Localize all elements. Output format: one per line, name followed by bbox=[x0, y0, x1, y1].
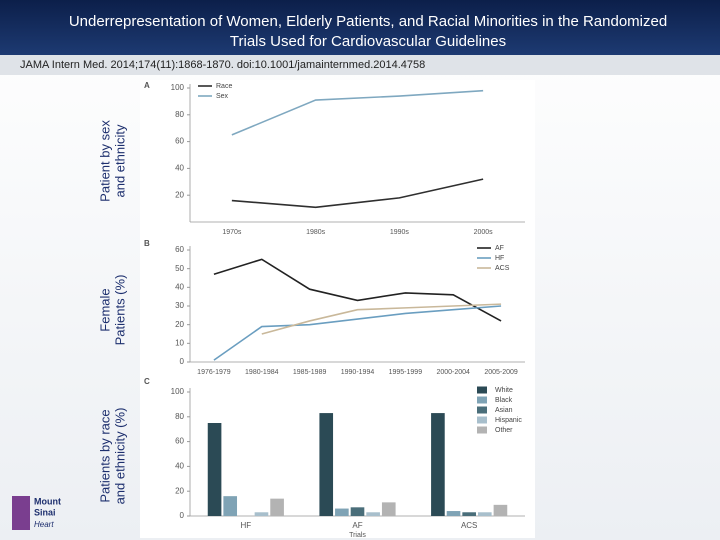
legend-swatch bbox=[477, 386, 487, 394]
line-series bbox=[213, 258, 502, 322]
legend-swatch bbox=[477, 426, 487, 434]
bar bbox=[366, 512, 380, 516]
bar bbox=[446, 511, 461, 516]
legend-label: HF bbox=[495, 255, 504, 262]
x-tick-label: 2000s bbox=[474, 229, 494, 236]
legend-label: White bbox=[495, 387, 513, 394]
y-tick-label: 0 bbox=[180, 357, 185, 366]
y-tick-label: 100 bbox=[171, 387, 185, 396]
x-tick-label: 1990s bbox=[390, 229, 410, 236]
bar bbox=[223, 496, 238, 516]
panel-label: B bbox=[144, 239, 150, 248]
logo-text: Sinai bbox=[34, 507, 56, 517]
legend-label: Asian bbox=[495, 407, 513, 414]
header-band bbox=[0, 0, 720, 55]
bar bbox=[207, 423, 222, 516]
x-tick-label: AF bbox=[352, 521, 362, 530]
legend-label: ACS bbox=[495, 265, 510, 272]
line-series bbox=[213, 305, 502, 361]
line-series bbox=[231, 178, 484, 209]
y-tick-label: 60 bbox=[175, 137, 184, 146]
legend-label: Hispanic bbox=[495, 417, 522, 424]
y-tick-label: 50 bbox=[175, 264, 184, 273]
citation: JAMA Intern Med. 2014;174(11):1868-1870.… bbox=[20, 59, 425, 71]
y-tick-label: 10 bbox=[175, 338, 184, 347]
legend-label: Sex bbox=[216, 93, 229, 100]
bar bbox=[462, 512, 476, 516]
legend-label: Other bbox=[495, 427, 513, 434]
x-tick-label: 1990-1994 bbox=[341, 369, 375, 376]
x-tick-label: ACS bbox=[461, 521, 477, 530]
y-axis-label: Patients by race bbox=[97, 409, 112, 502]
line-series bbox=[231, 89, 484, 136]
x-tick-label: HF bbox=[240, 521, 251, 530]
bar bbox=[319, 413, 334, 516]
y-axis-label: and ethnicity bbox=[112, 124, 127, 197]
x-tick-label: 1970s bbox=[222, 229, 242, 236]
x-tick-label: 1976-1979 bbox=[197, 369, 231, 376]
bar bbox=[350, 507, 365, 516]
legend-label: Race bbox=[216, 83, 232, 90]
logo-text: Mount bbox=[34, 496, 61, 506]
y-tick-label: 30 bbox=[175, 301, 184, 310]
panel-label: C bbox=[144, 377, 150, 386]
y-tick-label: 0 bbox=[180, 511, 185, 520]
y-axis-label: Patient by sex bbox=[97, 120, 112, 202]
y-tick-label: 60 bbox=[175, 245, 184, 254]
y-tick-label: 40 bbox=[175, 282, 184, 291]
x-tick-label: 1980-1984 bbox=[245, 369, 279, 376]
logo-mark bbox=[12, 496, 30, 530]
legend-label: AF bbox=[495, 245, 504, 252]
y-tick-label: 40 bbox=[175, 164, 184, 173]
y-axis-label: Female bbox=[97, 288, 112, 331]
y-tick-label: 60 bbox=[175, 437, 184, 446]
y-tick-label: 20 bbox=[175, 190, 184, 199]
y-tick-label: 80 bbox=[175, 412, 184, 421]
citation-band bbox=[0, 55, 720, 75]
x-tick-label: 1995-1999 bbox=[389, 369, 423, 376]
y-tick-label: 100 bbox=[171, 83, 185, 92]
title: Trials Used for Cardiovascular Guideline… bbox=[230, 33, 506, 50]
legend-label: Black bbox=[495, 397, 513, 404]
x-axis-label: Trials bbox=[349, 532, 366, 539]
figure-panel bbox=[140, 80, 535, 538]
bar bbox=[431, 413, 445, 516]
logo-text: Heart bbox=[34, 520, 54, 529]
legend-swatch bbox=[477, 416, 487, 424]
bar bbox=[493, 504, 508, 516]
panel-label: A bbox=[144, 81, 150, 90]
y-axis-label: and ethnicity (%) bbox=[112, 408, 127, 505]
title: Underrepresentation of Women, Elderly Pa… bbox=[69, 13, 667, 30]
bar bbox=[270, 498, 284, 516]
logo: Mount Sinai Heart bbox=[12, 496, 61, 530]
y-tick-label: 40 bbox=[175, 462, 184, 471]
bar bbox=[335, 508, 349, 516]
x-tick-label: 1980s bbox=[306, 229, 326, 236]
legend-swatch bbox=[477, 406, 487, 414]
line-series bbox=[261, 303, 502, 335]
bar bbox=[381, 502, 396, 516]
x-tick-label: 1985-1989 bbox=[293, 369, 327, 376]
bar bbox=[254, 512, 269, 516]
legend-swatch bbox=[477, 396, 487, 404]
x-tick-label: 2000-2004 bbox=[436, 369, 470, 376]
y-tick-label: 20 bbox=[175, 486, 184, 495]
bar bbox=[477, 512, 492, 516]
y-tick-label: 80 bbox=[175, 110, 184, 119]
x-tick-label: 2005-2009 bbox=[484, 369, 518, 376]
y-axis-label: Patients (%) bbox=[112, 275, 127, 346]
y-tick-label: 20 bbox=[175, 320, 184, 329]
